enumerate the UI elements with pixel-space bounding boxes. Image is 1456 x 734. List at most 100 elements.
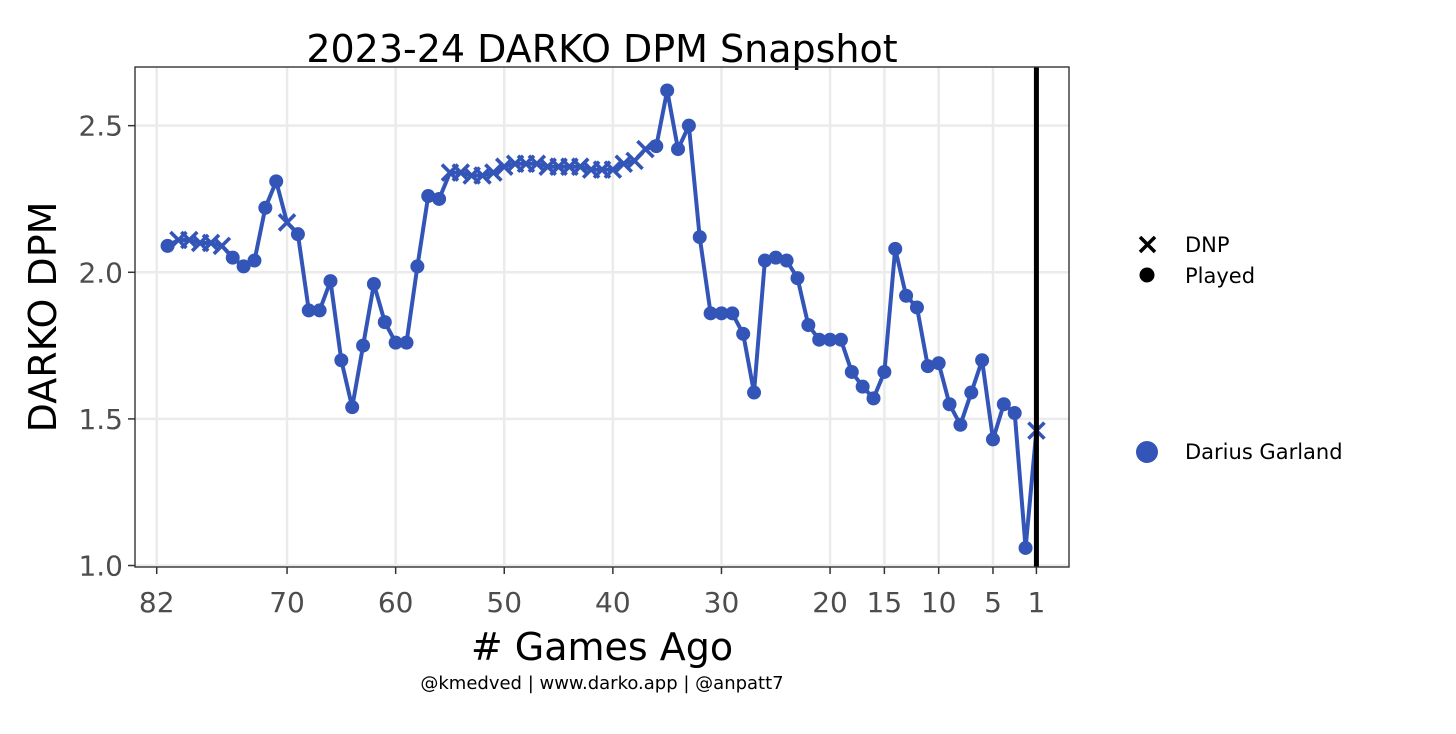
y-axis-label: DARKO DPM xyxy=(21,202,65,433)
legend-x-icon xyxy=(1138,235,1157,254)
data-point-dnp xyxy=(180,230,199,250)
y-axis-ticks: 1.0 1.5 2.0 2.5 xyxy=(78,110,135,583)
data-point-played xyxy=(757,253,772,268)
x-tick-label: 20 xyxy=(812,586,848,619)
data-point-dnp xyxy=(277,213,297,232)
data-point-played xyxy=(790,271,805,286)
data-point-played xyxy=(301,303,316,318)
data-point-played xyxy=(714,306,729,321)
data-point-played xyxy=(703,306,718,321)
data-point-played xyxy=(225,250,240,265)
x-tick-label: 40 xyxy=(595,586,631,619)
legend-color: Darius Garland xyxy=(1136,440,1343,464)
data-point-played xyxy=(823,332,838,347)
data-point-dnp xyxy=(451,163,471,182)
data-point-played xyxy=(985,432,1000,447)
data-point-played xyxy=(377,315,392,330)
data-point-played xyxy=(812,332,827,347)
data-point-played xyxy=(725,306,740,321)
data-point-dnp xyxy=(484,163,503,182)
y-tick-label: 1.5 xyxy=(78,403,123,436)
data-point-played xyxy=(160,238,175,253)
data-point-played xyxy=(975,353,990,368)
data-point-dnp xyxy=(201,233,221,253)
data-point-played xyxy=(833,332,848,347)
legend-label-dnp: DNP xyxy=(1185,233,1230,257)
data-point-played xyxy=(399,335,414,350)
legend-shape: DNP Played xyxy=(1138,233,1255,288)
data-point-played xyxy=(855,379,870,394)
data-point-played xyxy=(290,227,305,242)
data-point-dnp xyxy=(603,160,623,179)
x-tick-label: 70 xyxy=(269,586,305,619)
data-point-played xyxy=(1007,406,1022,421)
x-tick-label: 5 xyxy=(984,586,1002,619)
y-tick-label: 1.0 xyxy=(78,550,123,583)
data-point-played xyxy=(247,253,262,268)
data-point-dnp xyxy=(571,157,590,176)
data-point-dnp xyxy=(473,166,492,185)
data-point-played xyxy=(269,174,284,189)
series-layer xyxy=(160,83,1046,555)
data-point-played xyxy=(323,274,338,289)
y-tick-label: 2.5 xyxy=(78,110,123,143)
data-point-played xyxy=(931,356,946,371)
data-point-played xyxy=(736,326,751,341)
data-point-played xyxy=(671,142,686,157)
legend-label-played: Played xyxy=(1185,264,1255,288)
chart-title: 2023-24 DARKO DPM Snapshot xyxy=(306,27,897,71)
data-point-played xyxy=(660,83,675,98)
x-axis-ticks: 82 70 60 50 40 30 20 15 10 5 1 xyxy=(139,567,1045,619)
data-point-played xyxy=(334,353,349,368)
data-point-played xyxy=(996,397,1011,412)
data-point-played xyxy=(388,335,403,350)
data-point-played xyxy=(801,318,816,333)
series-line xyxy=(166,88,1039,550)
data-point-dnp xyxy=(212,236,232,256)
data-point-played xyxy=(681,118,696,133)
legend-label-series: Darius Garland xyxy=(1185,440,1343,464)
data-point-played xyxy=(345,400,360,415)
data-point-played xyxy=(844,364,859,379)
data-point-played xyxy=(942,397,957,412)
legend-series-swatch xyxy=(1136,441,1158,463)
data-point-played xyxy=(866,391,881,406)
x-tick-label: 10 xyxy=(921,586,957,619)
data-point-played xyxy=(258,200,273,215)
data-point-played xyxy=(964,385,979,400)
data-point-played xyxy=(877,364,892,379)
data-point-played xyxy=(356,338,371,353)
x-tick-label: 50 xyxy=(486,586,522,619)
grid-lines xyxy=(135,67,1069,567)
x-tick-label: 30 xyxy=(704,586,740,619)
data-point-played xyxy=(649,139,664,154)
data-point-played xyxy=(953,417,968,432)
chart-caption: @kmedved | www.darko.app | @anpatt7 xyxy=(420,673,783,694)
x-axis-label: # Games Ago xyxy=(471,625,733,669)
plot-panel-border xyxy=(134,66,1070,568)
data-point-played xyxy=(366,277,381,292)
x-tick-label: 82 xyxy=(139,586,175,619)
data-point-dnp xyxy=(527,154,547,174)
x-tick-label: 1 xyxy=(1028,586,1046,619)
data-point-played xyxy=(909,300,924,315)
data-point-played xyxy=(899,288,914,303)
data-point-played xyxy=(410,259,425,274)
data-point-played xyxy=(421,189,436,204)
y-tick-label: 2.0 xyxy=(78,256,123,289)
data-point-played xyxy=(692,230,707,245)
data-point-dnp xyxy=(494,157,514,176)
legend-circle-icon xyxy=(1139,267,1155,283)
data-point-dnp xyxy=(614,154,633,174)
x-tick-label: 60 xyxy=(378,586,414,619)
data-point-played xyxy=(920,359,935,374)
data-point-played xyxy=(1018,540,1033,555)
x-tick-label: 15 xyxy=(867,586,903,619)
data-point-played xyxy=(768,250,783,265)
data-point-played xyxy=(236,259,251,274)
data-point-played xyxy=(432,191,447,206)
data-point-played xyxy=(779,253,794,268)
data-point-played xyxy=(747,385,762,400)
